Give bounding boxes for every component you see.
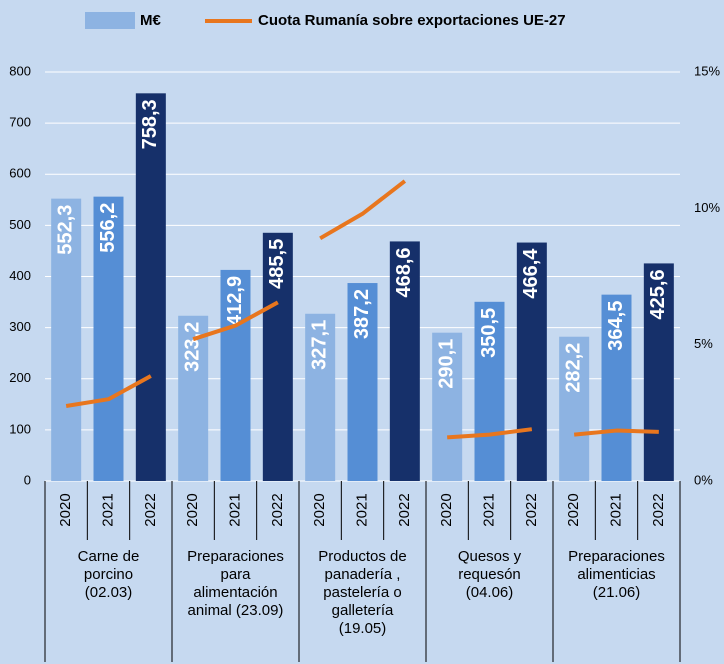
value-label: 387,2 (351, 289, 373, 339)
x-tick-label: 2020 (57, 493, 74, 526)
value-label: 468,6 (393, 247, 415, 297)
value-label: 364,5 (605, 301, 627, 351)
bar (347, 283, 378, 481)
share-line (447, 427, 533, 440)
bar (93, 196, 124, 481)
x-tick-label: 2020 (184, 493, 201, 526)
bar (220, 269, 251, 481)
x-tick-label: 2020 (311, 493, 328, 526)
value-label: 290,1 (435, 339, 457, 389)
legend-swatch (85, 12, 135, 29)
bar (474, 301, 505, 481)
y-tick-label: 400 (9, 268, 31, 283)
value-label: 323,2 (181, 322, 203, 372)
value-label: 282,2 (562, 343, 584, 393)
value-label: 485,5 (266, 239, 288, 289)
y2-tick-label: 10% (694, 200, 720, 215)
legend-label: Cuota Rumanía sobre exportaciones UE-27 (258, 12, 566, 29)
bar (135, 93, 166, 481)
bar (432, 332, 463, 481)
y-tick-label: 200 (9, 370, 31, 385)
value-label: 758,3 (139, 99, 161, 149)
x-tick-label: 2021 (353, 493, 370, 526)
x-tick-label: 2022 (650, 493, 667, 526)
bar (601, 294, 632, 481)
value-label: 327,1 (308, 320, 330, 370)
y2-tick-label: 5% (694, 336, 713, 351)
group-label: Quesos y requesón (04.06) (457, 548, 522, 601)
y-tick-label: 100 (9, 421, 31, 436)
group-label: Carne de porcino (02.03) (77, 548, 140, 601)
x-tick-label: 2021 (99, 493, 116, 526)
bar (305, 313, 336, 481)
x-tick-label: 2020 (565, 493, 582, 526)
x-tick-label: 2022 (523, 493, 540, 526)
y-tick-label: 500 (9, 217, 31, 232)
share-line (65, 374, 152, 408)
legend-label: M€ (140, 12, 161, 29)
y-tick-label: 0 (24, 472, 31, 487)
share-line (192, 300, 279, 342)
x-tick-label: 2021 (480, 493, 497, 526)
bar (178, 315, 209, 481)
y-tick-label: 600 (9, 166, 31, 181)
bar (516, 242, 547, 481)
y2-tick-label: 0% (694, 472, 713, 487)
bar (51, 198, 82, 481)
y-tick-label: 800 (9, 63, 31, 78)
group-label: Preparaciones alimenticias (21.06) (568, 548, 665, 601)
x-tick-label: 2022 (396, 493, 413, 526)
group-label: Productos de panadería , pastelería o ga… (318, 548, 407, 637)
x-tick-label: 2022 (142, 493, 159, 526)
x-tick-label: 2022 (269, 493, 286, 526)
value-label: 466,4 (520, 248, 542, 299)
bar (559, 336, 590, 481)
share-line (573, 428, 659, 437)
share-line (319, 179, 407, 241)
value-label: 425,6 (647, 269, 669, 319)
y-tick-label: 700 (9, 115, 31, 130)
x-tick-label: 2020 (438, 493, 455, 526)
bar (389, 241, 420, 481)
value-label: 552,3 (54, 205, 76, 255)
y-tick-label: 300 (9, 319, 31, 334)
bar (643, 263, 674, 481)
value-label: 556,2 (97, 203, 119, 253)
y2-tick-label: 15% (694, 63, 720, 78)
bar (262, 232, 293, 481)
value-label: 412,9 (224, 276, 246, 326)
group-label: Preparaciones para alimentación animal (… (187, 548, 284, 619)
x-tick-label: 2021 (607, 493, 624, 526)
x-tick-label: 2021 (226, 493, 243, 526)
value-label: 350,5 (478, 308, 500, 358)
